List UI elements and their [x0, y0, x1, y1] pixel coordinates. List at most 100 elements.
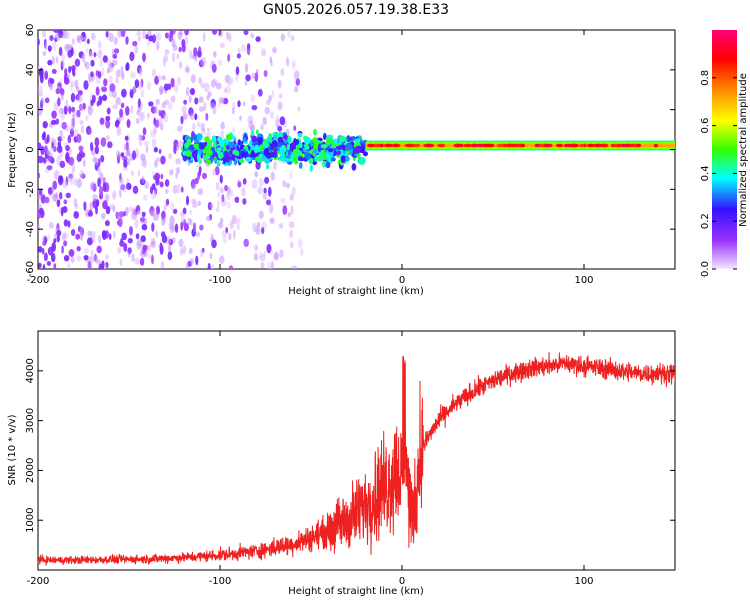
heatmap-cell [44, 70, 49, 80]
heatmap-cell [108, 75, 113, 83]
heatmap-cell [70, 229, 76, 236]
heatmap-cell [304, 152, 311, 160]
heatmap-cell [217, 151, 224, 160]
heatmap-cell [173, 144, 177, 155]
heatmap-cell [253, 253, 259, 261]
heatmap-cell [225, 133, 233, 141]
heatmap-cell [282, 205, 288, 216]
heatmap-cell [220, 217, 224, 224]
heatmap-cell [38, 172, 41, 179]
heatmap-cell [134, 79, 140, 89]
heatmap-cell [612, 143, 619, 148]
heatmap-cell [622, 143, 631, 148]
heatmap-cell [88, 104, 91, 111]
heatmap-cell [181, 105, 187, 113]
heatmap-cell [120, 30, 126, 38]
heatmap-cell [68, 106, 72, 114]
heatmap-cell [217, 222, 224, 229]
heatmap-cell [136, 209, 142, 216]
heatmap-cell [78, 145, 84, 151]
heatmap-cell [211, 264, 215, 269]
heatmap-cell [87, 211, 94, 217]
colorbar-label: Normalized spectral amplitude [738, 73, 749, 227]
heatmap-cell [55, 56, 59, 64]
heatmap-cell [188, 248, 193, 254]
heatmap-cell [653, 143, 659, 148]
heatmap-cell [216, 200, 220, 208]
heatmap-cell [286, 143, 290, 151]
heatmap-cell [251, 105, 258, 111]
heatmap-cell [217, 191, 221, 198]
heatmap-cell [251, 135, 258, 143]
heatmap-cell [601, 143, 609, 148]
heatmap-cell [228, 32, 232, 43]
heatmap-cell [105, 119, 111, 129]
heatmap-cell [214, 158, 218, 164]
heatmap-cell [126, 119, 131, 128]
heatmap-cell [263, 70, 268, 77]
heatmap-cell [49, 222, 54, 229]
heatmap-cell [65, 144, 70, 152]
heatmap-cell [228, 232, 232, 241]
heatmap-cell [75, 203, 79, 210]
heatmap-cell [172, 44, 178, 52]
heatmap-cell [151, 254, 154, 265]
heatmap-cell [99, 58, 103, 68]
heatmap-cell [273, 251, 280, 261]
heatmap-cell [146, 112, 150, 119]
heatmap-cell [141, 175, 145, 184]
heatmap-cell [62, 179, 68, 189]
colorbar-tick-label: 0.4 [700, 165, 711, 181]
heatmap-cell [151, 138, 157, 148]
heatmap-cell [212, 169, 217, 176]
heatmap-cell [304, 144, 310, 150]
x-tick-label: 0 [399, 576, 405, 587]
heatmap-cell [218, 96, 224, 104]
heatmap-cell [184, 30, 189, 36]
heatmap-cell [79, 227, 84, 235]
heatmap-cell [90, 71, 94, 78]
heatmap-cell [81, 53, 86, 59]
heatmap-cell [256, 157, 264, 163]
heatmap-cell [181, 186, 184, 193]
heatmap-cell [189, 209, 192, 215]
heatmap-cell [209, 252, 213, 260]
heatmap-cell [239, 115, 242, 121]
heatmap-cell [160, 155, 166, 165]
heatmap-cell [46, 134, 50, 143]
heatmap-cell [346, 135, 351, 141]
heatmap-cell [151, 34, 157, 43]
heatmap-cell [277, 101, 283, 111]
colorbar: 0.0 0.2 0.4 0.6 0.8 Normalized spectral ampl… [700, 30, 749, 277]
heatmap-cell [173, 84, 179, 93]
heatmap-cell [148, 101, 154, 107]
heatmap-cell [515, 143, 522, 148]
heatmap-cell [65, 192, 72, 199]
heatmap-cell [176, 167, 180, 174]
heatmap-cell [131, 253, 135, 263]
colorbar-tick-label: 0.0 [700, 261, 711, 277]
heatmap-cell [164, 48, 170, 56]
heatmap-cell [290, 35, 295, 41]
heatmap-cell [165, 188, 169, 194]
heatmap-cell [325, 161, 331, 169]
heatmap-cell [270, 171, 275, 181]
heatmap-cell [103, 78, 108, 87]
heatmap-cell [76, 109, 81, 118]
heatmap-cell [51, 68, 57, 74]
heatmap-cell [228, 141, 235, 148]
heatmap-cell [67, 220, 71, 228]
heatmap-cell [234, 196, 240, 203]
heatmap-cell [211, 63, 217, 73]
heatmap-cell [288, 221, 295, 229]
heatmap-cell [50, 119, 57, 125]
heatmap-cell [198, 77, 202, 84]
heatmap-cell [391, 143, 401, 148]
heatmap-cell [314, 155, 318, 163]
heatmap-cell [279, 116, 286, 126]
heatmap-cell [137, 170, 141, 177]
heatmap-cell [506, 143, 516, 148]
heatmap-cell [463, 143, 473, 148]
heatmap-cell [51, 141, 55, 149]
heatmap-cell [270, 249, 273, 255]
